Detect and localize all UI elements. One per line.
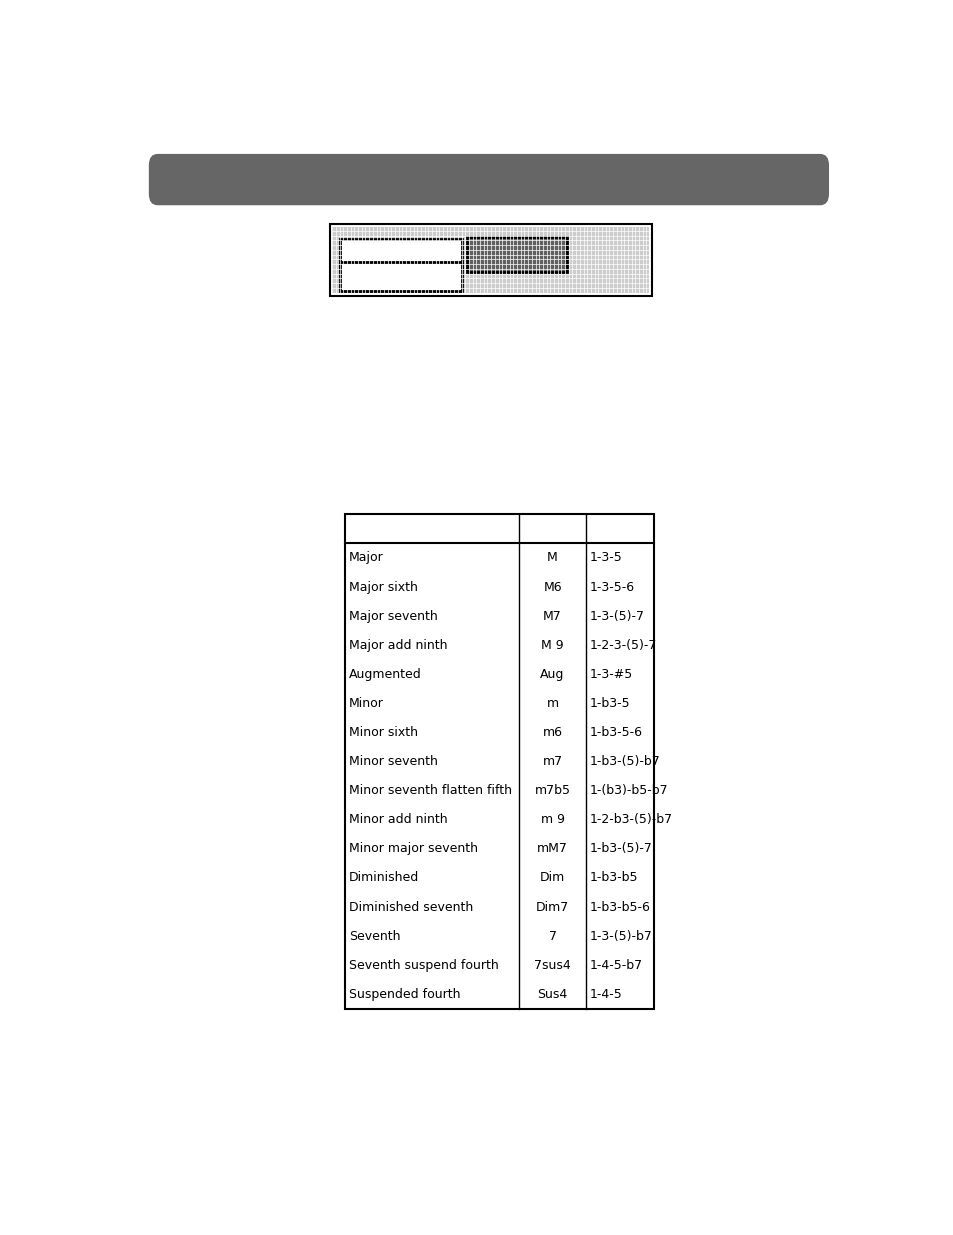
- Text: Diminished: Diminished: [349, 872, 419, 884]
- Text: Major add ninth: Major add ninth: [349, 638, 447, 652]
- Text: M: M: [547, 552, 558, 564]
- FancyBboxPatch shape: [149, 154, 828, 205]
- Text: Minor seventh: Minor seventh: [349, 755, 437, 768]
- Text: Diminished seventh: Diminished seventh: [349, 900, 473, 914]
- Text: 1-4-5: 1-4-5: [589, 988, 621, 1000]
- Text: Minor: Minor: [349, 697, 384, 710]
- Bar: [332, 227, 649, 293]
- Text: 1-3-(5)-7: 1-3-(5)-7: [589, 610, 644, 622]
- Text: 1-b3-5-6: 1-b3-5-6: [589, 726, 641, 739]
- Bar: [330, 225, 651, 295]
- Text: Aug: Aug: [539, 668, 564, 680]
- Text: 1-3-(5)-b7: 1-3-(5)-b7: [589, 930, 652, 942]
- Text: 7sus4: 7sus4: [534, 958, 570, 972]
- Text: 1-2-b3-(5)-b7: 1-2-b3-(5)-b7: [589, 813, 672, 826]
- Text: 1-(b3)-b5-b7: 1-(b3)-b5-b7: [589, 784, 667, 797]
- Text: 1-b3-b5-6: 1-b3-b5-6: [589, 900, 650, 914]
- Text: Major: Major: [349, 552, 383, 564]
- Text: 7: 7: [548, 930, 556, 942]
- Text: Minor major seventh: Minor major seventh: [349, 842, 477, 856]
- Text: M 9: M 9: [540, 638, 563, 652]
- Text: 1-b3-(5)-b7: 1-b3-(5)-b7: [589, 755, 659, 768]
- Bar: [339, 262, 461, 291]
- Text: 1-3-#5: 1-3-#5: [589, 668, 632, 680]
- Text: M6: M6: [542, 580, 561, 594]
- Text: m7: m7: [542, 755, 562, 768]
- Text: Major sixth: Major sixth: [349, 580, 417, 594]
- Text: M7: M7: [542, 610, 561, 622]
- Text: m6: m6: [542, 726, 562, 739]
- Text: 1-3-5: 1-3-5: [589, 552, 621, 564]
- Bar: [339, 238, 461, 269]
- Text: Dim7: Dim7: [536, 900, 569, 914]
- Text: 1-3-5-6: 1-3-5-6: [589, 580, 634, 594]
- Text: Minor seventh flatten fifth: Minor seventh flatten fifth: [349, 784, 512, 797]
- Text: Dim: Dim: [539, 872, 564, 884]
- Text: 1-4-5-b7: 1-4-5-b7: [589, 958, 642, 972]
- Text: 1-b3-b5: 1-b3-b5: [589, 872, 638, 884]
- Text: Sus4: Sus4: [537, 988, 567, 1000]
- Text: m7b5: m7b5: [534, 784, 570, 797]
- Bar: [466, 237, 566, 272]
- Text: 1-2-3-(5)-7: 1-2-3-(5)-7: [589, 638, 657, 652]
- Text: Augmented: Augmented: [349, 668, 421, 680]
- Text: Minor sixth: Minor sixth: [349, 726, 417, 739]
- Text: mM7: mM7: [537, 842, 567, 856]
- Text: Seventh suspend fourth: Seventh suspend fourth: [349, 958, 498, 972]
- Text: Major seventh: Major seventh: [349, 610, 437, 622]
- Text: Suspended fourth: Suspended fourth: [349, 988, 460, 1000]
- Text: m: m: [546, 697, 558, 710]
- Text: Seventh: Seventh: [349, 930, 400, 942]
- Text: 1-b3-5: 1-b3-5: [589, 697, 630, 710]
- Text: m 9: m 9: [540, 813, 564, 826]
- Text: Minor add ninth: Minor add ninth: [349, 813, 447, 826]
- Text: 1-b3-(5)-7: 1-b3-(5)-7: [589, 842, 652, 856]
- Bar: [344, 514, 653, 1009]
